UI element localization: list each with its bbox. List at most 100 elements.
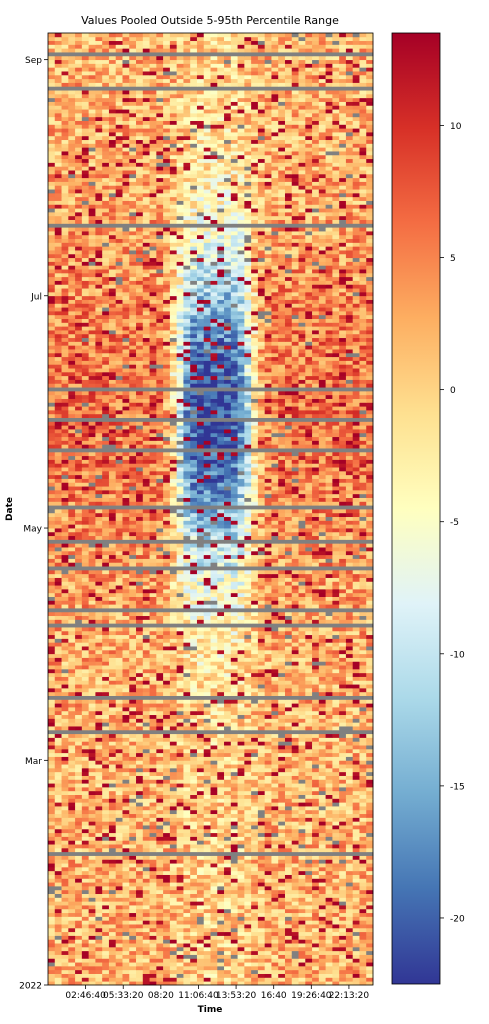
heatmap-cell xyxy=(251,809,259,815)
heatmap-cell xyxy=(244,973,252,978)
heatmap-cell xyxy=(54,981,62,986)
heatmap-cell xyxy=(88,786,96,792)
heatmap-cell xyxy=(95,783,103,788)
heatmap-cell xyxy=(196,821,205,826)
heatmap-cell xyxy=(244,672,252,677)
heatmap-cell-missing xyxy=(251,695,259,700)
heatmap-cell xyxy=(203,737,211,742)
heatmap-cell xyxy=(217,962,225,967)
heatmap-cell xyxy=(366,790,374,795)
heatmap-cell xyxy=(278,726,286,731)
heatmap-cell xyxy=(244,924,252,929)
heatmap-cell xyxy=(257,726,266,731)
heatmap-cell xyxy=(88,760,96,765)
heatmap-cell xyxy=(264,737,272,742)
heatmap-cell xyxy=(352,775,360,780)
heatmap-cell xyxy=(122,619,130,624)
heatmap-cell xyxy=(81,939,90,944)
heatmap-cell xyxy=(203,927,211,933)
heatmap-cell xyxy=(81,878,90,883)
heatmap-cell xyxy=(237,885,245,891)
heatmap-cell xyxy=(264,707,272,712)
heatmap-cell xyxy=(81,710,90,716)
heatmap-cell xyxy=(359,905,367,910)
heatmap-cell xyxy=(122,905,130,910)
heatmap-cell xyxy=(190,642,198,647)
heatmap-cell xyxy=(271,916,279,921)
heatmap-cell xyxy=(115,783,123,788)
heatmap-cell xyxy=(251,611,259,617)
heatmap-cell xyxy=(345,657,354,662)
heatmap-cell-missing xyxy=(108,847,117,853)
heatmap-cell xyxy=(230,741,238,746)
heatmap-cell xyxy=(325,905,333,910)
heatmap-cell xyxy=(230,981,238,986)
heatmap-cell xyxy=(149,806,157,811)
heatmap-cell xyxy=(359,627,367,632)
heatmap-cell xyxy=(129,630,137,636)
heatmap-cell xyxy=(136,927,144,933)
heatmap-cell xyxy=(217,615,225,620)
heatmap-cell xyxy=(115,687,123,693)
heatmap-cell xyxy=(54,889,62,895)
heatmap-cell xyxy=(237,893,245,898)
heatmap-cell xyxy=(244,897,252,902)
heatmap-cell xyxy=(142,699,150,704)
heatmap-cell xyxy=(176,615,184,620)
heatmap-cell xyxy=(102,745,110,750)
heatmap-cell xyxy=(108,604,117,609)
heatmap-cell xyxy=(129,722,137,727)
heatmap-cell xyxy=(244,699,252,704)
heatmap-cell xyxy=(366,825,374,830)
heatmap-cell xyxy=(332,718,340,723)
heatmap-cell xyxy=(224,870,232,875)
heatmap-cell xyxy=(129,950,137,955)
heatmap-cell xyxy=(325,779,333,784)
heatmap-cell xyxy=(345,653,354,658)
heatmap-cell-missing xyxy=(163,729,171,735)
heatmap-cell xyxy=(196,981,205,986)
heatmap-cell xyxy=(136,935,144,940)
heatmap-cell xyxy=(305,619,313,624)
heatmap-cell xyxy=(88,832,96,837)
heatmap-cell xyxy=(108,687,117,693)
heatmap-cell-missing xyxy=(230,623,238,628)
heatmap-cell xyxy=(251,710,259,716)
heatmap-cell xyxy=(163,737,171,742)
heatmap-cell xyxy=(163,786,171,792)
heatmap-cell xyxy=(284,600,293,605)
heatmap-cell xyxy=(196,779,205,784)
heatmap-cell xyxy=(318,737,326,742)
heatmap-cell xyxy=(217,889,225,895)
heatmap-cell xyxy=(115,893,123,898)
heatmap-cell xyxy=(278,802,286,807)
heatmap-cell xyxy=(75,965,83,971)
heatmap-cell xyxy=(339,611,347,617)
heatmap-cell xyxy=(108,760,117,765)
heatmap-cell xyxy=(312,627,320,632)
heatmap-cell xyxy=(129,954,137,959)
heatmap-cell xyxy=(312,897,320,902)
heatmap-cell xyxy=(305,630,313,636)
heatmap-cell xyxy=(325,745,333,750)
heatmap-cell xyxy=(149,958,157,963)
heatmap-cell xyxy=(156,806,164,811)
heatmap-cell xyxy=(183,965,191,971)
heatmap-cell xyxy=(339,665,347,670)
heatmap-cell-missing xyxy=(190,623,198,628)
heatmap-cell xyxy=(339,950,347,955)
heatmap-cell xyxy=(264,714,272,719)
heatmap-cell xyxy=(230,847,238,853)
heatmap-cell xyxy=(163,969,171,974)
heatmap-cell xyxy=(332,889,340,895)
heatmap-cell xyxy=(298,703,306,708)
heatmap-cell xyxy=(325,969,333,974)
heatmap-cell xyxy=(190,962,198,967)
heatmap-cell xyxy=(88,771,96,776)
heatmap-cell xyxy=(359,958,367,963)
heatmap-cell xyxy=(318,866,326,872)
heatmap-cell xyxy=(257,946,266,952)
heatmap-cell-missing xyxy=(217,729,225,735)
heatmap-cell xyxy=(224,596,232,601)
heatmap-cell xyxy=(75,718,83,723)
